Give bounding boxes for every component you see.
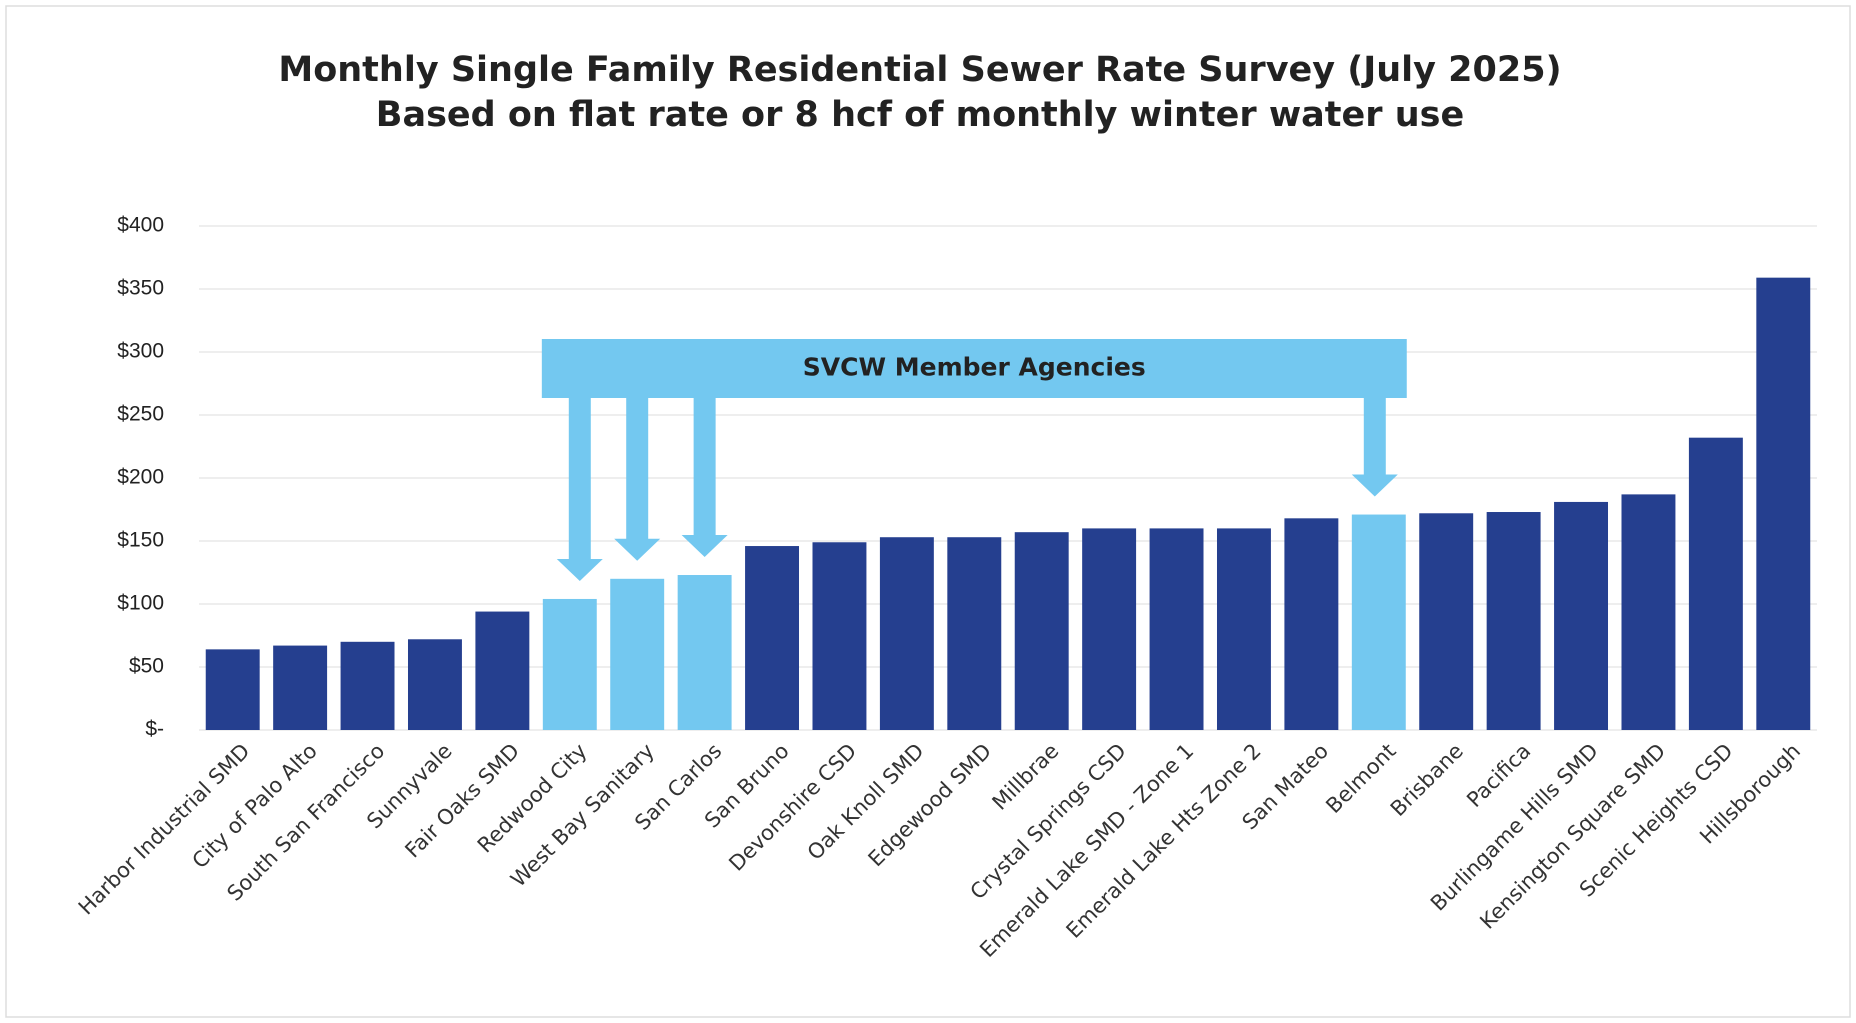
bar (879, 537, 934, 730)
bar (1351, 514, 1406, 730)
chart-title: Monthly Single Family Residential Sewer … (278, 50, 1561, 90)
bar (1554, 501, 1609, 730)
y-tick-label: $150 (117, 529, 164, 552)
y-tick-label: $50 (129, 655, 164, 678)
bar (610, 578, 665, 730)
bar (1756, 277, 1811, 730)
annotation-arrow (556, 398, 603, 581)
y-tick-label: $250 (117, 403, 164, 426)
bar (1149, 528, 1204, 730)
bar (1486, 512, 1541, 730)
annotation-label: SVCW Member Agencies (803, 353, 1146, 382)
bar (812, 542, 867, 730)
bar (1621, 494, 1676, 730)
bar (1688, 437, 1743, 730)
annotation-banner (541, 339, 1407, 398)
bar (745, 546, 800, 730)
bar (1216, 528, 1271, 730)
y-tick-label: $200 (117, 466, 164, 489)
bar (340, 641, 395, 730)
bar (1419, 513, 1474, 730)
bar (1082, 528, 1137, 730)
bar (1014, 532, 1069, 730)
bar (947, 537, 1002, 730)
chart-subtitle: Based on flat rate or 8 hcf of monthly w… (376, 95, 1464, 135)
annotation-arrow (681, 398, 728, 558)
y-tick-label: $400 (117, 214, 164, 237)
y-tick-label: $- (145, 718, 164, 741)
bar (475, 611, 530, 730)
bar (407, 639, 462, 730)
bar (1284, 518, 1339, 730)
annotation-arrow (1351, 398, 1398, 497)
y-tick-label: $350 (117, 277, 164, 300)
frame (5, 5, 1851, 1018)
bar (205, 649, 260, 730)
annotation-arrow (614, 398, 661, 561)
y-tick-label: $300 (117, 340, 164, 363)
bar (273, 645, 328, 730)
bar (677, 575, 732, 730)
y-tick-label: $100 (117, 592, 164, 615)
bar (542, 598, 597, 730)
